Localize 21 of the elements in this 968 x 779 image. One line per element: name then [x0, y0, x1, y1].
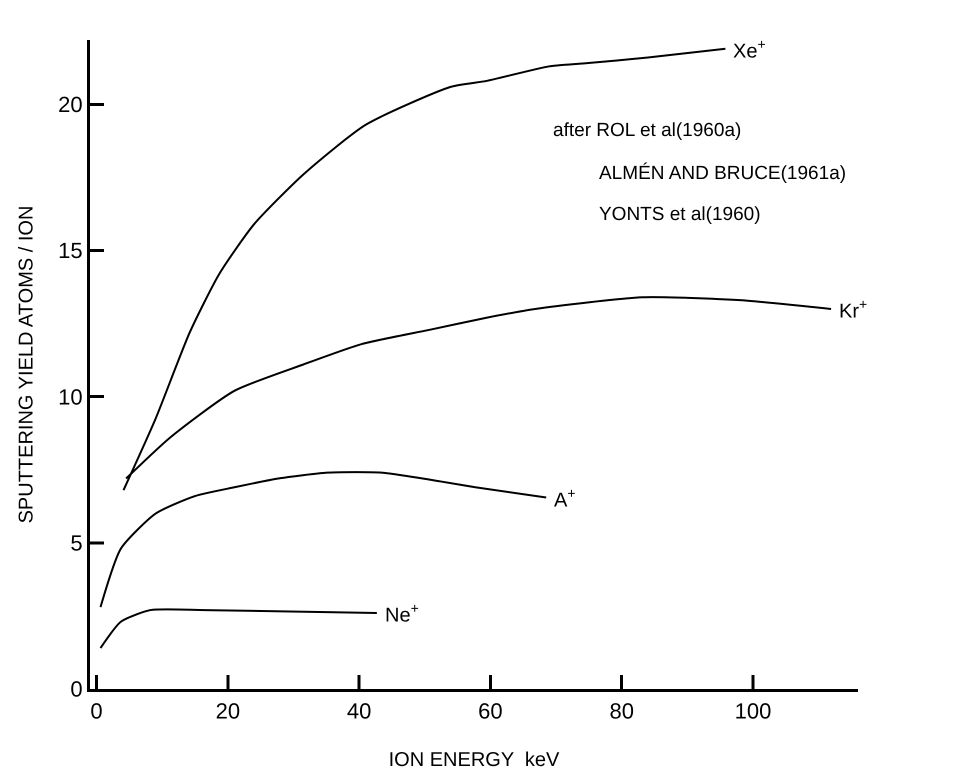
annotation: ALMÉN AND BRUCE(1961a) [599, 162, 846, 184]
y-tick-label: 20 [58, 92, 83, 118]
x-tick-label: 80 [609, 698, 634, 724]
series-label: Ne$^{+}$ [385, 600, 419, 626]
x-tick-label: 0 [90, 698, 103, 724]
annotation: after ROL et al(1960a) [553, 120, 742, 141]
x-tick-label: 20 [216, 698, 240, 724]
y-tick-label: 10 [58, 384, 83, 410]
x-tick-label: 100 [734, 698, 772, 724]
x-axis-title: ION ENERGY keV [388, 748, 560, 771]
x-tick-label: 60 [478, 698, 503, 724]
y-axis-title: SPUTTERING YIELD ATOMS / ION [16, 206, 38, 524]
x-tick-label: 40 [346, 698, 372, 724]
annotation: YONTS et al(1960) [599, 204, 761, 225]
y-tick-label: 0 [70, 676, 83, 702]
line-series [100, 608, 378, 650]
series-label: Kr$^{+}$ [839, 296, 868, 322]
series-label: Xe$^{+}$ [733, 36, 766, 62]
series-label: A$^{+}$ [554, 485, 576, 512]
y-tick-label: 5 [70, 530, 83, 556]
y-tick-label: 15 [58, 238, 83, 264]
